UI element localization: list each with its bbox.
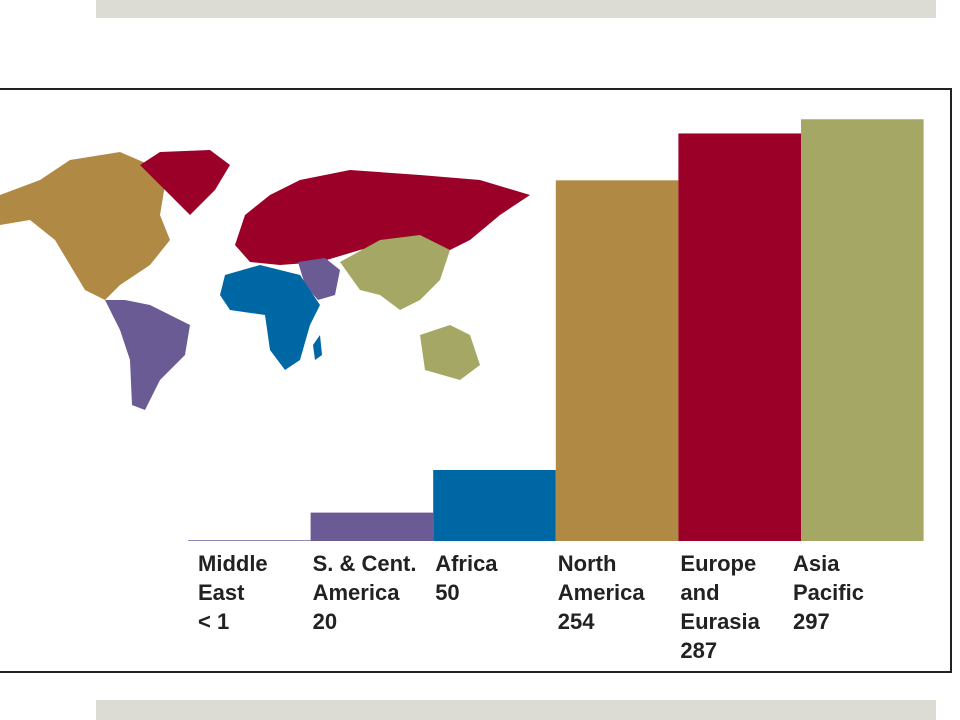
category-label: Asia Pacific xyxy=(793,551,864,605)
category-label: Africa xyxy=(435,551,498,576)
bar xyxy=(188,540,311,541)
bar xyxy=(310,512,434,541)
bar-label: Africa 50 xyxy=(435,549,497,607)
bar xyxy=(555,180,679,541)
bar-label: S. & Cent. America 20 xyxy=(313,549,417,636)
value-label: 254 xyxy=(557,609,595,634)
bar-label: North America 254 xyxy=(558,549,645,636)
category-label: North America xyxy=(557,551,645,605)
value-label: < 1 xyxy=(198,609,230,634)
category-label: S. & Cent. America xyxy=(312,551,417,605)
bar-label: Asia Pacific 297 xyxy=(793,549,864,636)
frame xyxy=(0,88,952,673)
category-label: Middle East xyxy=(198,551,268,605)
category-label: Europe and Eurasia xyxy=(680,551,760,634)
value-label: 50 xyxy=(435,580,460,605)
bar xyxy=(433,470,556,541)
world-map xyxy=(0,150,530,410)
value-label: 287 xyxy=(680,638,718,663)
bottom-band xyxy=(96,700,936,720)
value-label: 20 xyxy=(312,609,338,634)
value-label: 297 xyxy=(793,609,830,634)
bar xyxy=(678,133,801,541)
top-band xyxy=(96,0,936,18)
bar-label: Middle East < 1 xyxy=(198,549,268,636)
bar xyxy=(801,119,924,541)
bar-label: Europe and Eurasia 287 xyxy=(680,549,760,665)
